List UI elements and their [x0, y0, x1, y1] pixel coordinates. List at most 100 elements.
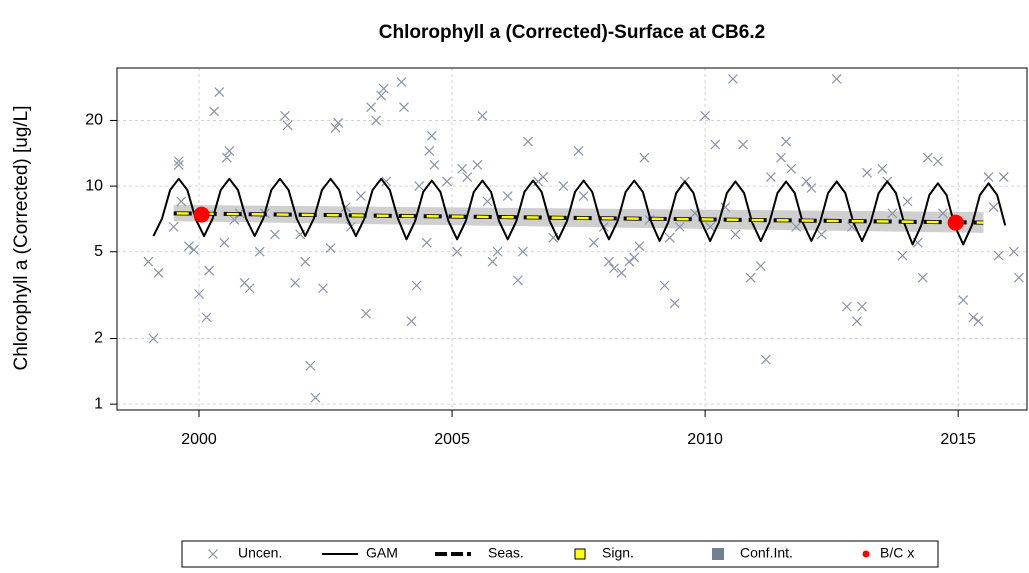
- data-point: [452, 246, 463, 257]
- data-point: [214, 87, 225, 97]
- data-point: [634, 241, 645, 252]
- data-point: [932, 156, 943, 167]
- x-tick-label: 2010: [687, 431, 723, 448]
- data-point: [998, 172, 1009, 182]
- data-point: [897, 250, 908, 261]
- data-point: [376, 90, 387, 101]
- data-point: [512, 275, 523, 286]
- data-point: [356, 191, 366, 201]
- data-point: [588, 237, 599, 248]
- data-point: [442, 176, 452, 187]
- data-point: [472, 160, 483, 170]
- data-point: [414, 181, 425, 192]
- y-tick-label: 20: [85, 112, 103, 129]
- data-point: [406, 316, 417, 327]
- data-point: [669, 298, 680, 309]
- data-point: [333, 117, 344, 128]
- legend-label: GAM: [366, 545, 398, 561]
- x-tick-label: 2015: [940, 431, 976, 448]
- data-point: [221, 152, 232, 163]
- data-point: [148, 333, 159, 344]
- legend-label: Seas.: [488, 545, 524, 561]
- data-point: [664, 232, 675, 243]
- data-point: [300, 256, 311, 267]
- data-point: [806, 183, 817, 193]
- data-point: [700, 110, 711, 121]
- x-tick-label: 2000: [181, 431, 217, 448]
- data-point: [396, 77, 407, 87]
- data-point: [958, 295, 969, 306]
- gam-line: [152, 177, 1007, 246]
- data-point: [517, 246, 528, 257]
- data-point: [176, 196, 187, 207]
- data-point: [857, 301, 867, 312]
- data-point: [399, 102, 409, 113]
- data-point: [482, 196, 493, 207]
- data-point: [902, 196, 913, 207]
- data-point: [728, 74, 738, 84]
- data-point: [254, 246, 265, 257]
- data-point: [492, 246, 503, 257]
- data-point: [224, 145, 235, 156]
- data-point: [1013, 272, 1024, 283]
- data-point: [189, 244, 199, 255]
- data-point: [862, 167, 872, 178]
- data-point: [1008, 246, 1019, 257]
- data-point: [201, 312, 212, 323]
- data-point: [381, 176, 392, 187]
- data-point: [282, 120, 293, 131]
- data-point: [624, 256, 635, 267]
- data-point: [429, 160, 440, 170]
- y-tick-label: 2: [94, 330, 103, 347]
- data-point: [841, 301, 852, 312]
- data-point: [143, 256, 154, 267]
- data-point: [411, 280, 422, 291]
- data-point: [310, 392, 321, 403]
- data-point: [922, 152, 933, 163]
- data-point: [887, 208, 898, 219]
- bc-point: [193, 206, 210, 223]
- data-point: [305, 360, 316, 371]
- data-point: [269, 229, 280, 240]
- data-point: [280, 110, 290, 121]
- data-point: [426, 130, 437, 141]
- data-point: [477, 110, 488, 121]
- data-point: [523, 136, 533, 147]
- data-point: [786, 163, 797, 174]
- data-point: [204, 265, 215, 276]
- data-point: [502, 191, 513, 201]
- data-point: [993, 250, 1004, 261]
- y-tick-label: 10: [85, 177, 103, 194]
- legend-label: Conf.Int.: [740, 545, 793, 561]
- data-point: [366, 102, 376, 113]
- data-point: [988, 202, 999, 213]
- data-point: [219, 237, 230, 248]
- data-point: [244, 283, 255, 294]
- data-point: [852, 316, 862, 327]
- data-point: [674, 221, 685, 232]
- data-point: [578, 191, 589, 201]
- data-point: [738, 139, 748, 150]
- data-point: [330, 122, 341, 133]
- chart-title: Chlorophyll a (Corrected)-Surface at CB6…: [379, 22, 765, 43]
- data-point: [538, 172, 549, 182]
- data-point: [609, 263, 619, 274]
- data-point: [730, 229, 741, 240]
- data-point: [173, 160, 184, 170]
- data-point: [760, 354, 771, 365]
- data-point: [659, 280, 670, 291]
- data-point: [604, 256, 614, 267]
- data-point: [153, 267, 164, 278]
- data-point: [973, 316, 984, 327]
- data-point: [816, 229, 827, 240]
- data-point: [705, 221, 716, 232]
- x-tick-label: 2005: [434, 431, 470, 448]
- data-point: [968, 312, 979, 323]
- data-point: [318, 283, 328, 294]
- data-point: [573, 145, 584, 156]
- data-point: [361, 308, 371, 319]
- legend-symbol: [712, 548, 724, 560]
- data-point: [983, 172, 994, 182]
